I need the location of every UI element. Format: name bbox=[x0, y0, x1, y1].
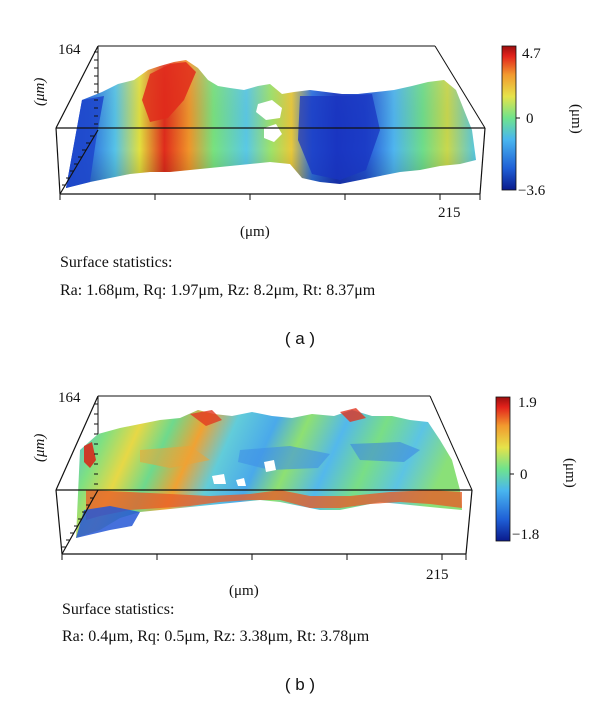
surface-b bbox=[76, 408, 462, 538]
surface-plot-a: 164 (μm) 215 (μm) 4.7 0 −3.6 (μm) bbox=[32, 42, 584, 240]
colorbar-max-b: 1.9 bbox=[518, 395, 537, 411]
stats-title-b: Surface statistics: bbox=[62, 601, 175, 618]
colorbar-b bbox=[495, 396, 514, 542]
frame-front-b bbox=[55, 395, 473, 555]
caption-a: ( a ) bbox=[284, 329, 316, 348]
surface-a bbox=[66, 60, 476, 188]
colorbar-max-a: 4.7 bbox=[522, 46, 541, 62]
colorbar-a bbox=[501, 45, 520, 191]
x-axis-ticks-b bbox=[61, 554, 467, 560]
x-axis-label-a: (μm) bbox=[240, 224, 270, 240]
stats-title-a: Surface statistics: bbox=[60, 254, 173, 271]
depth-axis-ticks-a bbox=[62, 51, 98, 186]
colorbar-zero-b: 0 bbox=[520, 467, 528, 483]
colorbar-min-b: −1.8 bbox=[512, 527, 539, 543]
x-axis-label-b: (μm) bbox=[229, 583, 259, 599]
stats-values-b: Ra: 0.4μm, Rq: 0.5μm, Rz: 3.38μm, Rt: 3.… bbox=[62, 628, 370, 645]
y-axis-max-a: 164 bbox=[58, 42, 81, 58]
stats-values-a: Ra: 1.68μm, Rq: 1.97μm, Rz: 8.2μm, Rt: 8… bbox=[60, 282, 376, 299]
depth-axis-ticks-b bbox=[62, 403, 98, 548]
x-axis-max-b: 215 bbox=[426, 567, 449, 583]
frame-front-a bbox=[55, 45, 486, 195]
y-axis-label-a: (μm) bbox=[32, 78, 48, 106]
surface-plot-b: 164 (μm) 215 (μm) 1.9 0 −1.8 (μm) bbox=[32, 390, 578, 599]
x-axis-ticks-a bbox=[59, 194, 481, 200]
colorbar-unit-b: (μm) bbox=[562, 458, 578, 488]
panel-a: 164 (μm) 215 (μm) 4.7 0 −3.6 (μm) Surfac… bbox=[0, 0, 600, 350]
caption-b: ( b ) bbox=[284, 675, 316, 694]
panel-b: 164 (μm) 215 (μm) 1.9 0 −1.8 (μm) Surfac… bbox=[0, 350, 600, 703]
x-axis-max-a: 215 bbox=[438, 205, 461, 221]
y-axis-label-b: (μm) bbox=[32, 434, 48, 462]
colorbar-zero-a: 0 bbox=[526, 111, 534, 127]
colorbar-unit-a: (μm) bbox=[568, 104, 584, 134]
colorbar-min-a: −3.6 bbox=[518, 183, 546, 199]
y-axis-max-b: 164 bbox=[58, 390, 81, 406]
